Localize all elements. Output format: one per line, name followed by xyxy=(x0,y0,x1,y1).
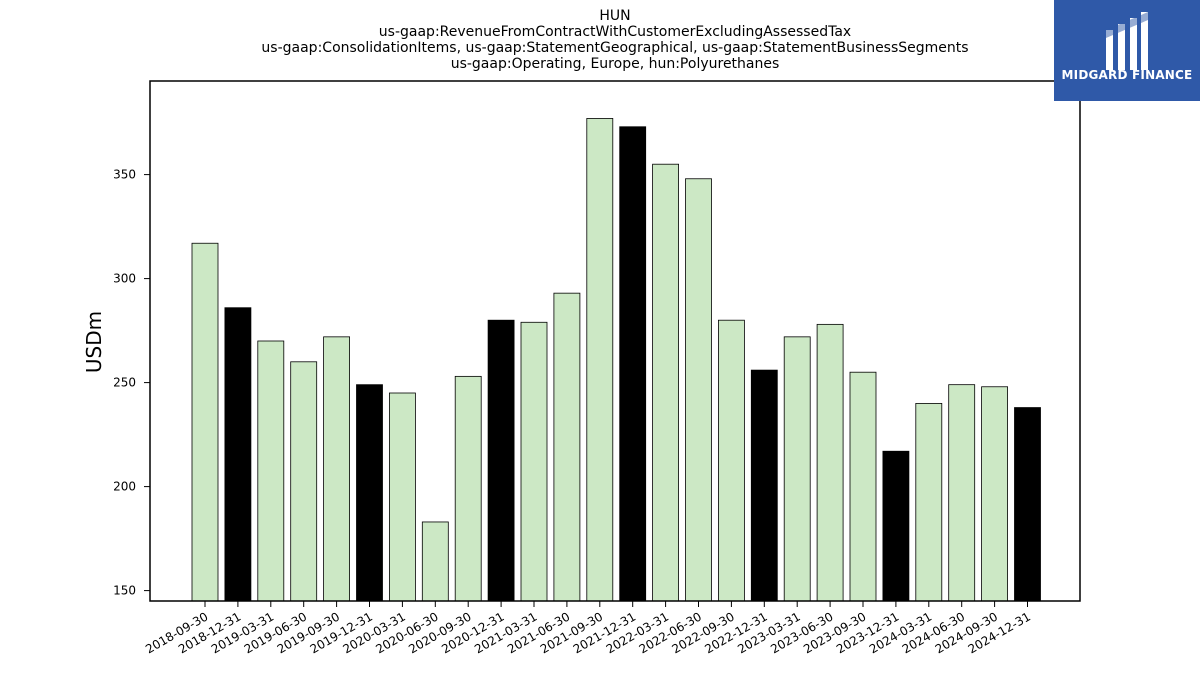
bar-2020-12-31 xyxy=(487,319,515,602)
chart-title-line: HUN xyxy=(599,8,630,24)
bar-2019-03-31 xyxy=(257,340,285,602)
bar-2024-03-31 xyxy=(915,402,943,602)
bar-2021-12-31 xyxy=(619,126,647,602)
chart-title-line: us-gaap:Operating, Europe, hun:Polyureth… xyxy=(451,56,780,72)
chart-title-line: us-gaap:ConsolidationItems, us-gaap:Stat… xyxy=(261,40,968,56)
bar-2019-12-31 xyxy=(356,384,383,602)
chart-title-line: us-gaap:RevenueFromContractWithCustomerE… xyxy=(379,24,851,40)
bar-2020-03-31 xyxy=(388,392,416,602)
logo-mark-icon xyxy=(1106,12,1148,70)
bar-2018-09-30 xyxy=(191,242,219,602)
midgard-finance-logo: MIDGARD FINANCE xyxy=(1054,0,1200,101)
bar-2021-03-31 xyxy=(520,321,548,602)
bar-2020-09-30 xyxy=(454,375,482,602)
bar-2022-12-31 xyxy=(750,369,778,602)
bars xyxy=(191,118,1041,602)
bar-2022-09-30 xyxy=(718,319,745,602)
y-tick-label: 200 xyxy=(113,480,136,494)
bar-2019-09-30 xyxy=(323,336,351,602)
bar-2021-06-30 xyxy=(553,292,581,602)
chart-title: HUNus-gaap:RevenueFromContractWithCustom… xyxy=(261,8,968,72)
bar-2023-12-31 xyxy=(882,450,910,602)
bar-2019-06-30 xyxy=(290,361,318,602)
bar-2022-03-31 xyxy=(652,163,679,602)
bar-2023-09-30 xyxy=(849,371,877,602)
x-axis: 2018-09-302018-12-312019-03-312019-06-30… xyxy=(143,601,1033,656)
bar-2018-12-31 xyxy=(224,307,252,602)
bar-2024-09-30 xyxy=(981,386,1008,602)
y-tick-label: 350 xyxy=(113,168,136,182)
bar-2020-06-30 xyxy=(421,521,449,602)
bar-2023-03-31 xyxy=(783,336,811,602)
bar-2024-06-30 xyxy=(948,384,976,602)
y-axis-label: USDm xyxy=(82,311,106,373)
y-tick-label: 150 xyxy=(113,584,136,598)
bar-2022-06-30 xyxy=(685,178,712,602)
y-tick-label: 250 xyxy=(113,376,136,390)
y-axis: 150 200 250 300 350 xyxy=(113,168,150,598)
bar-2024-12-31 xyxy=(1014,407,1041,602)
bar-2023-06-30 xyxy=(816,323,844,602)
bar-2021-09-30 xyxy=(586,118,614,602)
plot-frame xyxy=(149,80,1081,602)
logo-text: MIDGARD FINANCE xyxy=(1061,68,1193,82)
y-tick-label: 300 xyxy=(113,272,136,286)
